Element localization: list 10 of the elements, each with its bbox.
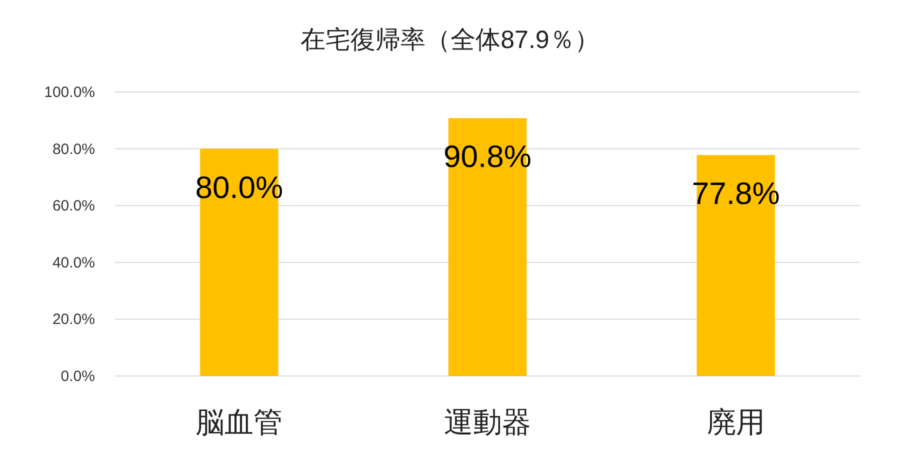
- title: 在宅復帰率（全体87.9％）: [300, 26, 600, 54]
- ytick: 100.0%: [44, 84, 95, 101]
- ytick: 60.0%: [52, 198, 95, 215]
- ytick: 80.0%: [52, 140, 95, 158]
- xtick: 脳血管: [196, 407, 283, 439]
- ytick: 0.0%: [60, 368, 95, 385]
- xtick: 運動器: [444, 407, 531, 439]
- ytick: 40.0%: [52, 254, 95, 272]
- xtick: 廃用: [706, 407, 765, 439]
- ytick: 20.0%: [52, 311, 95, 328]
